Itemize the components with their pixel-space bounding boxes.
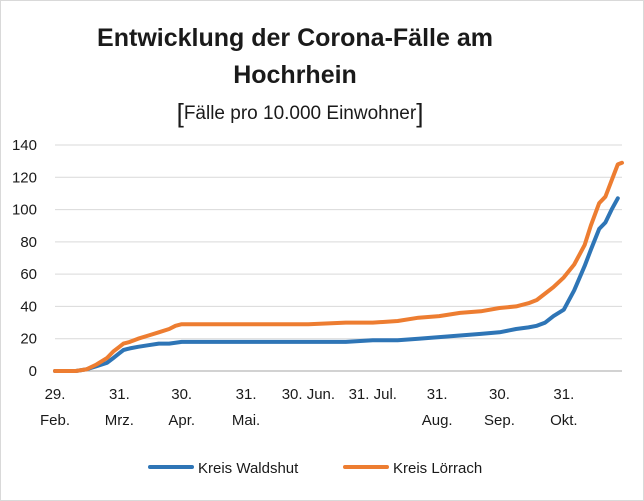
x-tick-label: Apr. [168, 412, 195, 429]
series-lines [53, 160, 624, 373]
series-line-1 [53, 196, 620, 373]
y-tick-label: 20 [20, 331, 37, 348]
x-tick-label: Feb. [40, 412, 70, 429]
x-tick-label: Aug. [422, 412, 453, 429]
y-tick-label: 80 [20, 234, 37, 251]
x-tick-label: Mrz. [105, 412, 134, 429]
legend: Kreis Waldshut Kreis Lörrach [148, 460, 482, 477]
y-tick-label: 140 [12, 137, 37, 154]
x-tick-label: 31. [109, 386, 130, 403]
x-tick-label: Okt. [550, 412, 578, 429]
series-line-2 [53, 160, 624, 373]
y-axis: 0 20 40 60 80 100 120 140 [12, 137, 37, 380]
x-tick-label: 31. [427, 386, 448, 403]
x-tick-label: 31. [236, 386, 257, 403]
chart-title: Entwicklung der Corona-Fälle am Hochrhei… [0, 20, 590, 94]
x-tick-label: 31. Jul. [349, 386, 397, 403]
x-tick-label: 31. [553, 386, 574, 403]
chart-title-line1: Entwicklung der Corona-Fälle am [97, 24, 493, 52]
chart-title-line2: Hochrhein [233, 61, 357, 89]
y-tick-label: 0 [29, 363, 37, 380]
x-axis: 29. Feb. 31. Mrz. 30. Apr. 31. Mai. 30. Jun. 31. … [40, 386, 578, 429]
x-tick-label: 29. [45, 386, 66, 403]
legend-label: Kreis Waldshut [198, 460, 299, 477]
y-tick-label: 100 [12, 202, 37, 219]
legend-label: Kreis Lörrach [393, 460, 482, 477]
y-tick-label: 60 [20, 266, 37, 283]
y-tick-label: 40 [20, 298, 37, 315]
x-tick-label: Mai. [232, 412, 260, 429]
chart-subtitle: [Fälle pro 10.000 Einwohner] [176, 98, 424, 128]
x-tick-label: 30. [171, 386, 192, 403]
x-tick-label: Sep. [484, 412, 515, 429]
chart-subtitle-text: Fälle pro 10.000 Einwohner [183, 103, 417, 124]
y-tick-label: 120 [12, 169, 37, 186]
x-tick-label: 30. Jun. [282, 386, 335, 403]
x-tick-label: 30. [489, 386, 510, 403]
gridlines [55, 144, 622, 372]
